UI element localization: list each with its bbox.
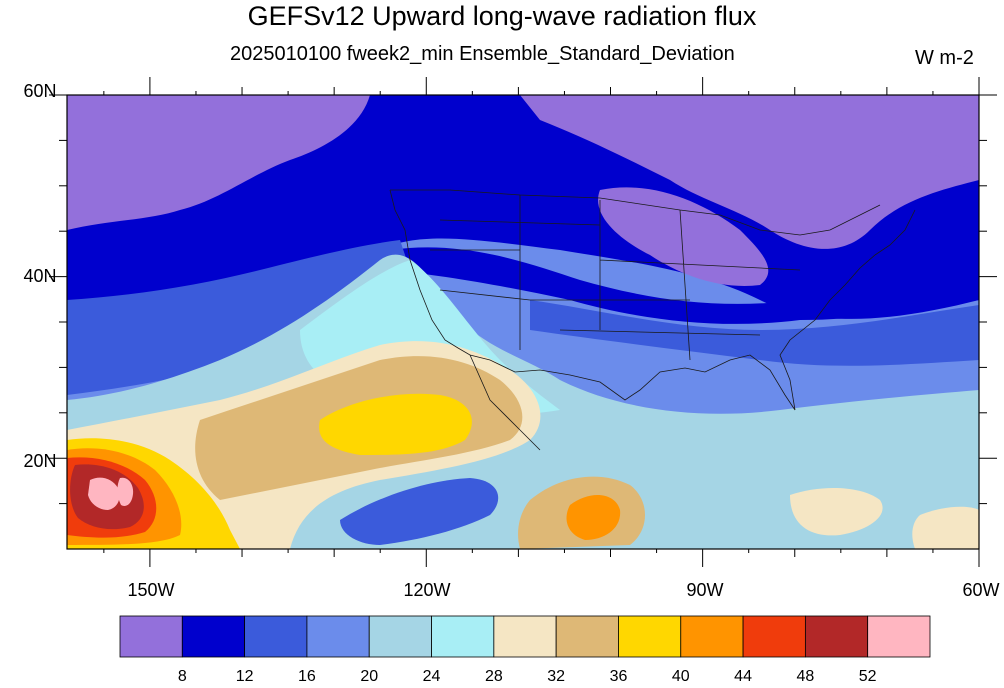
colorbar-label: 12 xyxy=(236,668,254,683)
lon-label-120w: 120W xyxy=(403,580,450,600)
colorbar-label: 16 xyxy=(298,668,316,683)
lon-label-150w: 150W xyxy=(127,580,174,600)
colorbar-label: 8 xyxy=(178,668,187,683)
chart-subtitle: 2025010100 fweek2_min Ensemble_Standard_… xyxy=(230,43,735,65)
colorbar-swatch xyxy=(306,615,370,658)
lat-label-40n: 40N xyxy=(23,266,56,286)
colorbar-swatch xyxy=(804,615,869,658)
colorbar-swatch xyxy=(493,615,557,658)
colorbar-swatch xyxy=(244,615,308,658)
lon-label-60w: 60W xyxy=(962,580,999,600)
colorbar-swatch xyxy=(618,615,682,658)
colorbar-swatch xyxy=(368,615,432,658)
lon-label-90w: 90W xyxy=(686,580,723,600)
colorbar-swatch xyxy=(431,615,495,658)
colorbar-swatch xyxy=(867,615,931,658)
colorbar-label: 36 xyxy=(610,668,628,683)
units-label: W m-2 xyxy=(915,47,974,69)
colorbar-swatch xyxy=(742,615,806,658)
colorbar: 8 12 16 20 24 28 32 36 40 44 48 52 xyxy=(119,615,931,685)
colorbar-label: 44 xyxy=(734,668,752,683)
colorbar-swatch xyxy=(680,615,744,658)
colorbar-label: 24 xyxy=(423,668,441,683)
colorbar-swatch xyxy=(555,615,619,658)
lat-label-20n: 20N xyxy=(23,451,56,471)
colorbar-swatch xyxy=(181,615,246,658)
colorbar-label: 52 xyxy=(859,668,877,683)
lat-label-60n: 60N xyxy=(23,81,56,101)
chart-title: GEFSv12 Upward long-wave radiation flux xyxy=(247,1,757,31)
colorbar-label: 28 xyxy=(485,668,503,683)
contour-fill xyxy=(67,95,979,549)
coastlines xyxy=(389,189,916,451)
colorbar-label: 20 xyxy=(360,668,378,683)
colorbar-label: 40 xyxy=(672,668,690,683)
colorbar-label: 48 xyxy=(796,668,814,683)
axis-ticks xyxy=(49,77,997,567)
colorbar-label: 32 xyxy=(547,668,565,683)
colorbar-swatch xyxy=(119,615,183,658)
